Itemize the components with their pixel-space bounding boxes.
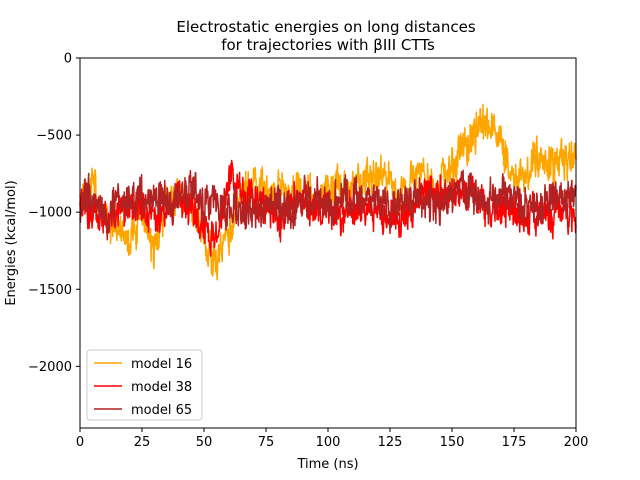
chart-subtitle: for trajectories with βIII CTTs — [221, 36, 435, 54]
x-tick-label: 175 — [502, 435, 527, 450]
series-line-model-38 — [79, 159, 577, 257]
x-tick-label: 125 — [378, 435, 403, 450]
series-layer — [79, 103, 577, 281]
legend-label-model-38: model 38 — [131, 380, 192, 395]
x-tick-label: 25 — [134, 435, 151, 450]
y-tick-label: −1500 — [28, 283, 72, 298]
legend-label-model-65: model 65 — [131, 403, 192, 418]
x-tick-label: 75 — [258, 435, 275, 450]
y-tick-label: −500 — [36, 129, 72, 144]
y-tick-label: −2000 — [28, 360, 72, 375]
y-axis-label: Energies (kcal/mol) — [4, 180, 19, 305]
x-axis-label: Time (ns) — [296, 457, 358, 472]
y-tick-label: −1000 — [28, 206, 72, 221]
x-tick-label: 200 — [564, 435, 589, 450]
x-tick-label: 100 — [316, 435, 341, 450]
series-line-model-16 — [79, 103, 577, 281]
x-axis: 0 25 50 75 100 125 150 175 200 — [76, 428, 589, 450]
legend-box — [86, 349, 203, 421]
legend: model 16 model 38 model 65 — [86, 349, 203, 421]
chart-title: Electrostatic energies on long distances — [176, 18, 475, 36]
legend-label-model-16: model 16 — [131, 357, 192, 372]
x-tick-label: 150 — [440, 435, 465, 450]
x-tick-label: 50 — [196, 435, 213, 450]
series-line-model-65 — [79, 169, 577, 241]
y-tick-label: 0 — [64, 52, 72, 67]
x-tick-label: 0 — [76, 435, 84, 450]
y-axis: 0 −500 −1000 −1500 −2000 — [28, 52, 80, 375]
